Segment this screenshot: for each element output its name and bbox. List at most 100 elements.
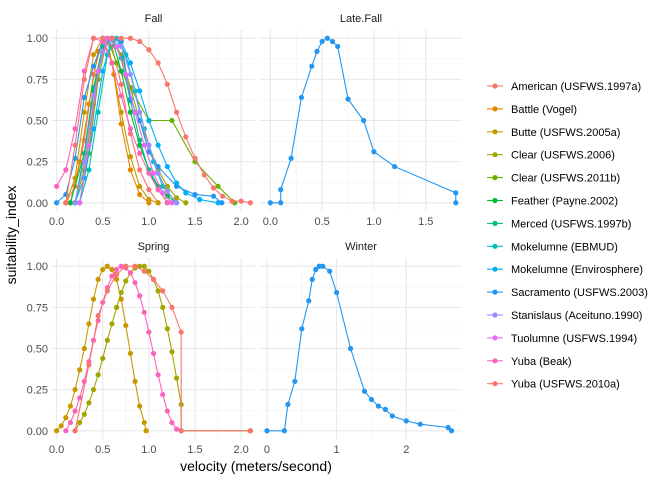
chart-legend: American (USFWS.1997a) Battle (Vogel) Butt… xyxy=(487,81,648,391)
data-point xyxy=(90,387,97,393)
data-point xyxy=(453,200,459,206)
data-point xyxy=(132,378,138,385)
data-point xyxy=(118,81,124,87)
data-point xyxy=(169,419,175,426)
data-point xyxy=(118,68,124,74)
data-point xyxy=(146,268,152,274)
data-point xyxy=(169,349,175,355)
y-tick-label: 0.50 xyxy=(27,344,48,356)
data-point xyxy=(335,43,341,50)
legend-label: Battle (Vogel) xyxy=(511,104,577,116)
data-point xyxy=(127,60,134,66)
data-point xyxy=(127,126,134,132)
data-point xyxy=(150,170,157,176)
legend-item-battle-vogel: Battle (Vogel) xyxy=(487,104,577,116)
data-point xyxy=(113,43,120,50)
data-point xyxy=(127,109,134,115)
legend-key-point xyxy=(492,266,498,272)
data-point xyxy=(392,163,398,170)
data-point xyxy=(127,71,134,78)
data-point xyxy=(173,109,180,115)
series-stanislaus-aceituno-1990 xyxy=(72,35,180,206)
data-point xyxy=(123,263,129,269)
x-tick-label: 1.5 xyxy=(418,216,433,228)
y-tick-label: 0.50 xyxy=(27,116,48,128)
data-point xyxy=(123,278,129,284)
data-point xyxy=(169,117,175,124)
data-point xyxy=(118,109,124,115)
data-point xyxy=(123,71,129,78)
data-point xyxy=(123,322,129,329)
panel-data xyxy=(267,35,459,206)
data-point xyxy=(155,288,161,294)
data-point xyxy=(72,126,78,132)
data-point xyxy=(173,200,180,206)
x-tick-label: 0.0 xyxy=(263,216,278,228)
x-tick-label: 0.5 xyxy=(315,216,330,228)
data-point xyxy=(137,150,143,157)
legend-label: Merced (USFWS.1997b) xyxy=(511,218,631,230)
data-point xyxy=(164,326,170,332)
legend-item-mokelumne-envirosphere: Mokelumne (Envirosphere) xyxy=(487,264,643,276)
panel-title: Winter xyxy=(345,241,377,253)
legend-item-clear-usfws-2011b: Clear (USFWS.2011b) xyxy=(487,173,620,185)
data-point xyxy=(169,304,175,310)
data-point xyxy=(100,266,106,273)
data-point xyxy=(267,200,273,206)
legend-label: Yuba (Beak) xyxy=(511,356,572,368)
data-point xyxy=(109,35,115,41)
data-point xyxy=(210,193,217,199)
data-point xyxy=(238,198,244,204)
data-point xyxy=(453,190,459,196)
data-point xyxy=(164,188,170,194)
panel-title: Fall xyxy=(145,13,163,25)
data-point xyxy=(54,428,60,434)
data-point xyxy=(86,362,92,368)
data-point xyxy=(54,183,60,189)
data-point xyxy=(320,263,326,269)
data-point xyxy=(137,403,143,409)
legend-item-mokelumne-ebmud: Mokelumne (EBMUD) xyxy=(487,241,618,253)
x-tick-label: 0 xyxy=(264,444,270,456)
panel-data xyxy=(264,263,455,434)
data-point xyxy=(368,396,375,403)
data-point xyxy=(309,276,315,282)
data-point xyxy=(164,408,170,414)
data-point xyxy=(63,200,69,206)
data-point xyxy=(169,200,175,206)
data-point xyxy=(445,424,451,431)
x-tick-label: 1.5 xyxy=(187,444,202,456)
x-tick-label: 1 xyxy=(334,444,340,456)
data-point xyxy=(164,200,170,206)
data-point xyxy=(160,391,166,398)
data-point xyxy=(215,183,221,189)
legend-key-point xyxy=(492,381,498,387)
data-point xyxy=(109,321,115,327)
data-point xyxy=(247,200,253,206)
data-point xyxy=(90,296,97,302)
legend-item-stanislaus-aceituno-1990: Stanislaus (Aceituno.1990) xyxy=(487,310,642,322)
data-point xyxy=(403,418,409,424)
x-tick-label: 1.0 xyxy=(366,216,381,228)
data-point xyxy=(150,350,157,357)
legend-item-tuolumne-usfws-1994: Tuolumne (USFWS.1994) xyxy=(487,333,637,345)
y-tick-label: 0.25 xyxy=(27,385,48,397)
data-point xyxy=(95,276,101,282)
data-point xyxy=(382,406,388,412)
data-point xyxy=(314,48,320,54)
data-point xyxy=(164,81,170,87)
legend-label: Clear (USFWS.2006) xyxy=(511,150,615,162)
data-point xyxy=(201,172,207,178)
x-tick-label: 0.5 xyxy=(95,444,110,456)
data-point xyxy=(113,276,120,282)
data-point xyxy=(210,185,217,191)
data-point xyxy=(183,200,189,206)
data-point xyxy=(247,428,253,434)
data-point xyxy=(137,293,143,299)
data-point xyxy=(155,187,161,193)
legend-key-point xyxy=(492,152,498,158)
y-tick-label: 0.00 xyxy=(27,426,48,438)
data-point xyxy=(58,423,64,429)
data-point xyxy=(63,167,69,173)
data-point xyxy=(192,191,198,198)
